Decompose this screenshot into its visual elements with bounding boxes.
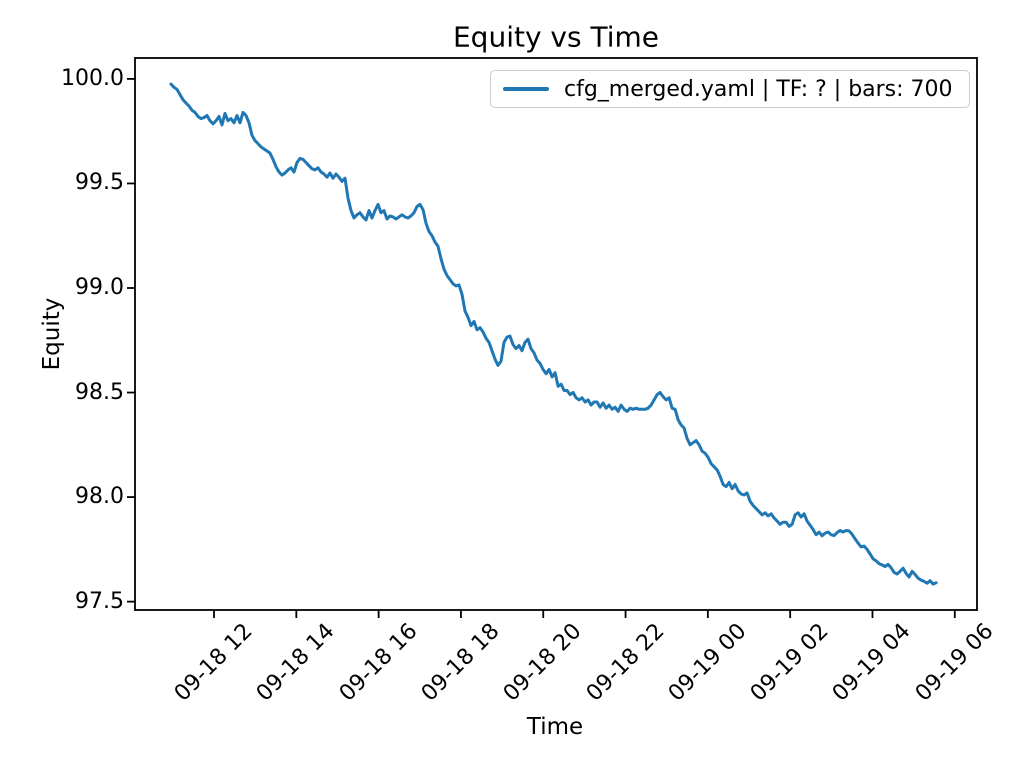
legend-line-sample xyxy=(503,87,549,91)
y-tick-label: 98.0 xyxy=(75,484,124,510)
y-tick-label: 98.5 xyxy=(75,379,124,405)
y-tick-label: 97.5 xyxy=(75,588,124,614)
equity-series-line xyxy=(169,82,938,586)
chart-title: Equity vs Time xyxy=(452,20,660,54)
y-tick-label: 99.5 xyxy=(75,170,124,196)
y-axis-label: Equity xyxy=(39,297,65,371)
y-tick-label: 99.0 xyxy=(75,275,124,300)
axes-spines xyxy=(134,57,978,611)
y-tick-label: 100.0 xyxy=(61,65,124,91)
legend-box: cfg_merged.yaml | TF: ? | bars: 700 xyxy=(490,70,970,108)
x-axis-label: Time xyxy=(526,714,584,740)
legend-entry-label: cfg_merged.yaml | TF: ? | bars: 700 xyxy=(564,76,953,102)
